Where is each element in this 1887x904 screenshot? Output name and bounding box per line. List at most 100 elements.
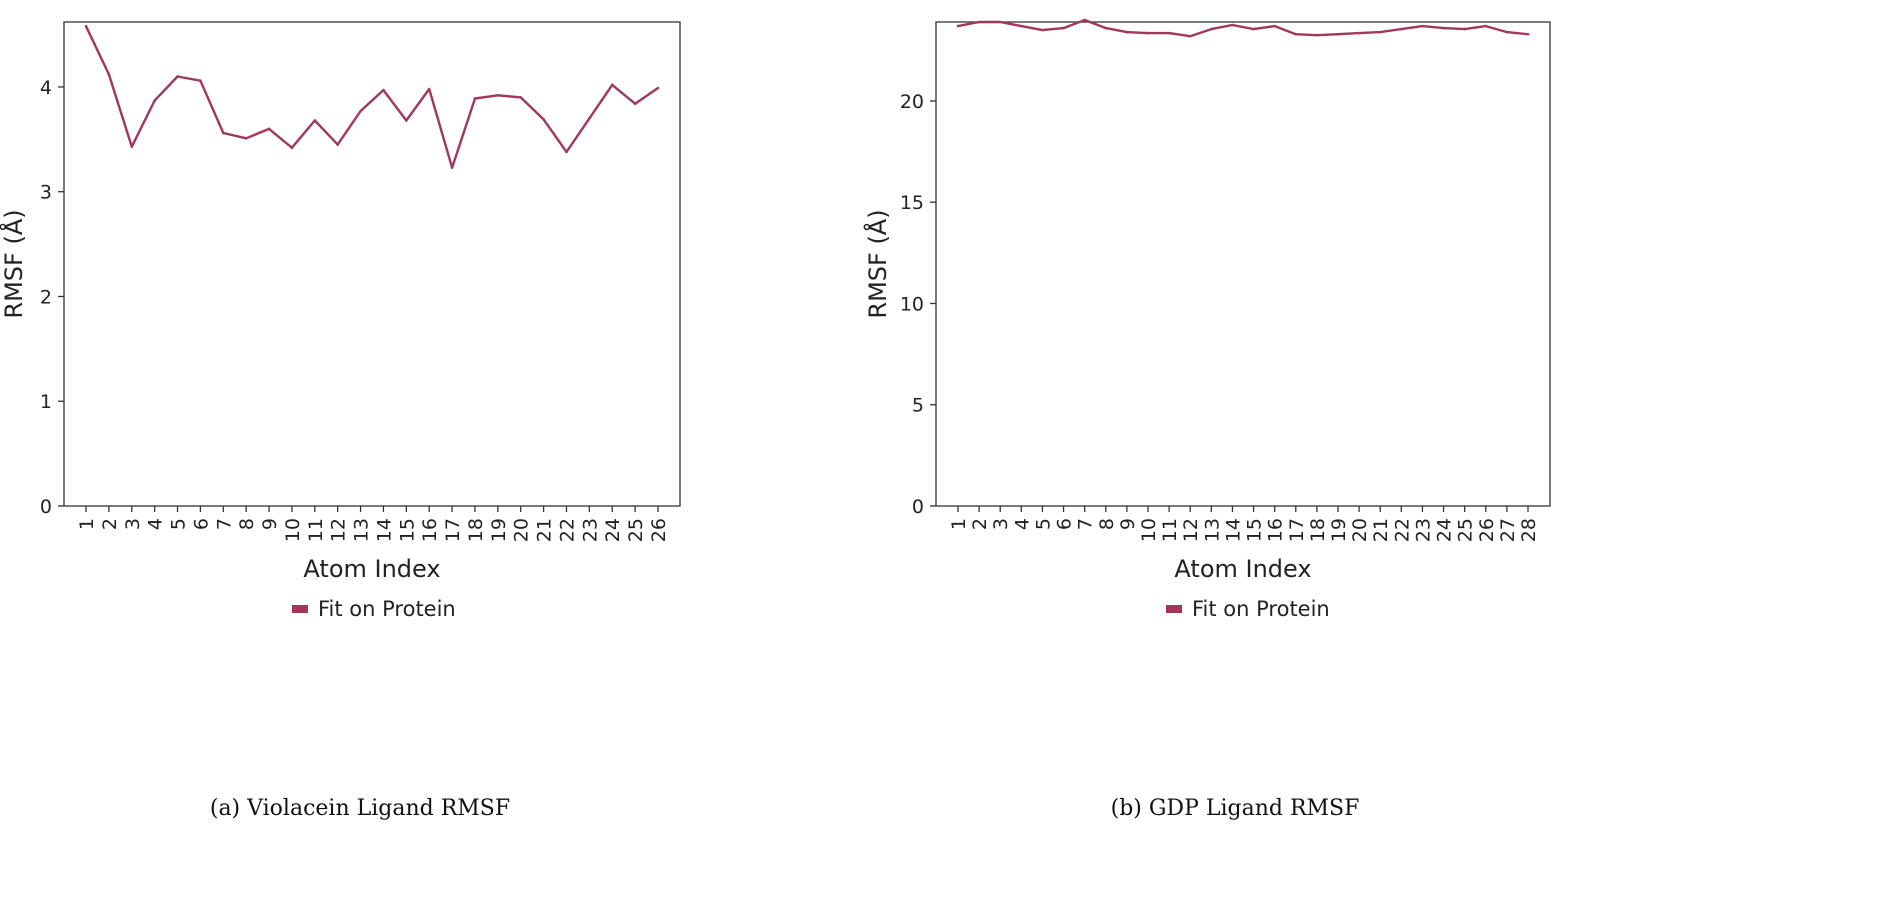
data-point (1378, 30, 1382, 34)
data-point (359, 109, 362, 113)
data-point (1294, 32, 1298, 36)
legend-swatch (1166, 605, 1182, 613)
x-tick-label: 7 (213, 518, 235, 530)
data-point (221, 131, 225, 135)
y-tick-label: 2 (40, 286, 52, 308)
y-tick-label: 4 (40, 77, 52, 99)
x-tick-label: 16 (419, 518, 441, 542)
x-tick-label: 19 (1328, 518, 1350, 542)
data-point (1041, 28, 1044, 32)
plot-frame (935, 21, 1551, 507)
x-tick-label: 12 (1180, 518, 1202, 542)
x-tick-label: 24 (602, 518, 624, 542)
data-point (633, 102, 637, 106)
x-tick-label: 1 (76, 518, 98, 530)
data-point (588, 117, 591, 120)
data-point (290, 146, 294, 150)
data-point (1104, 26, 1108, 30)
data-point (450, 166, 454, 169)
y-tick-label: 0 (912, 496, 924, 518)
data-point (610, 83, 614, 87)
data-point (1125, 30, 1129, 34)
data-point (1210, 27, 1213, 31)
data-point (1336, 32, 1340, 36)
x-tick-label: 11 (1159, 518, 1181, 542)
data-point (176, 75, 179, 78)
data-point (977, 20, 981, 24)
x-tick-label: 4 (1011, 518, 1033, 530)
x-tick-label: 23 (579, 518, 601, 542)
data-point (1083, 18, 1086, 22)
data-point (313, 119, 317, 122)
x-tick-label: 3 (990, 518, 1012, 530)
data-point (84, 24, 88, 28)
x-tick-label: 21 (1370, 518, 1392, 542)
x-tick-label: 9 (259, 518, 281, 530)
figure-caption: (a) Violacein Ligand RMSF (210, 796, 510, 821)
x-tick-label: 20 (1349, 518, 1371, 542)
data-point (1273, 24, 1276, 28)
data-point (1146, 31, 1150, 35)
x-tick-label: 3 (122, 518, 144, 530)
data-point (107, 73, 111, 76)
data-point (1400, 27, 1403, 31)
x-tick-label: 7 (1075, 518, 1097, 530)
data-point (427, 87, 431, 91)
x-tick-label: 26 (648, 518, 670, 542)
data-point (496, 94, 500, 97)
data-point (1357, 31, 1361, 35)
x-tick-label: 12 (328, 518, 350, 542)
legend-label: Fit on Protein (318, 597, 456, 621)
x-tick-label: 14 (1222, 518, 1244, 542)
x-tick-label: 26 (1476, 518, 1498, 542)
x-tick-label: 6 (1054, 518, 1076, 530)
y-tick-label: 20 (900, 91, 924, 113)
x-tick-label: 10 (1138, 518, 1160, 542)
x-tick-label: 25 (1455, 518, 1477, 542)
plot-frame (63, 21, 681, 507)
x-tick-label: 5 (168, 518, 190, 530)
x-tick-label: 5 (1032, 518, 1054, 530)
data-point (519, 96, 523, 99)
x-tick-label: 6 (190, 518, 212, 530)
x-tick-label: 19 (488, 518, 510, 542)
x-tick-label: 9 (1117, 518, 1139, 530)
y-tick-label: 0 (40, 496, 52, 518)
x-tick-label: 2 (99, 518, 121, 530)
x-tick-label: 22 (1391, 518, 1413, 542)
x-tick-label: 22 (556, 518, 578, 542)
data-point (1188, 34, 1192, 38)
legend-label: Fit on Protein (1192, 597, 1330, 621)
y-axis-label: RMSF (Å) (863, 209, 892, 318)
y-tick-label: 5 (912, 395, 924, 417)
data-point (1463, 27, 1466, 31)
data-point (1526, 32, 1530, 36)
data-point (1167, 31, 1171, 35)
data-point (405, 119, 408, 122)
data-point (130, 145, 134, 148)
y-tick-label: 15 (900, 192, 924, 214)
y-axis-label: RMSF (Å) (0, 209, 28, 318)
data-point (153, 99, 156, 102)
x-tick-label: 18 (1307, 518, 1329, 542)
y-tick-label: 3 (40, 182, 52, 204)
data-point (656, 86, 660, 90)
data-point (565, 150, 568, 154)
x-tick-label: 10 (282, 518, 304, 542)
x-tick-label: 25 (625, 518, 647, 542)
x-tick-label: 15 (1244, 518, 1266, 542)
x-tick-label: 13 (1201, 518, 1223, 542)
x-tick-label: 27 (1497, 518, 1519, 542)
x-tick-label: 18 (465, 518, 487, 542)
y-tick-label: 10 (900, 293, 924, 315)
x-tick-label: 13 (351, 518, 373, 542)
data-point (1315, 33, 1319, 37)
data-point (998, 20, 1002, 24)
data-point (473, 97, 477, 100)
x-tick-label: 8 (1096, 518, 1118, 530)
x-tick-label: 4 (145, 518, 167, 530)
x-tick-label: 8 (236, 518, 258, 530)
